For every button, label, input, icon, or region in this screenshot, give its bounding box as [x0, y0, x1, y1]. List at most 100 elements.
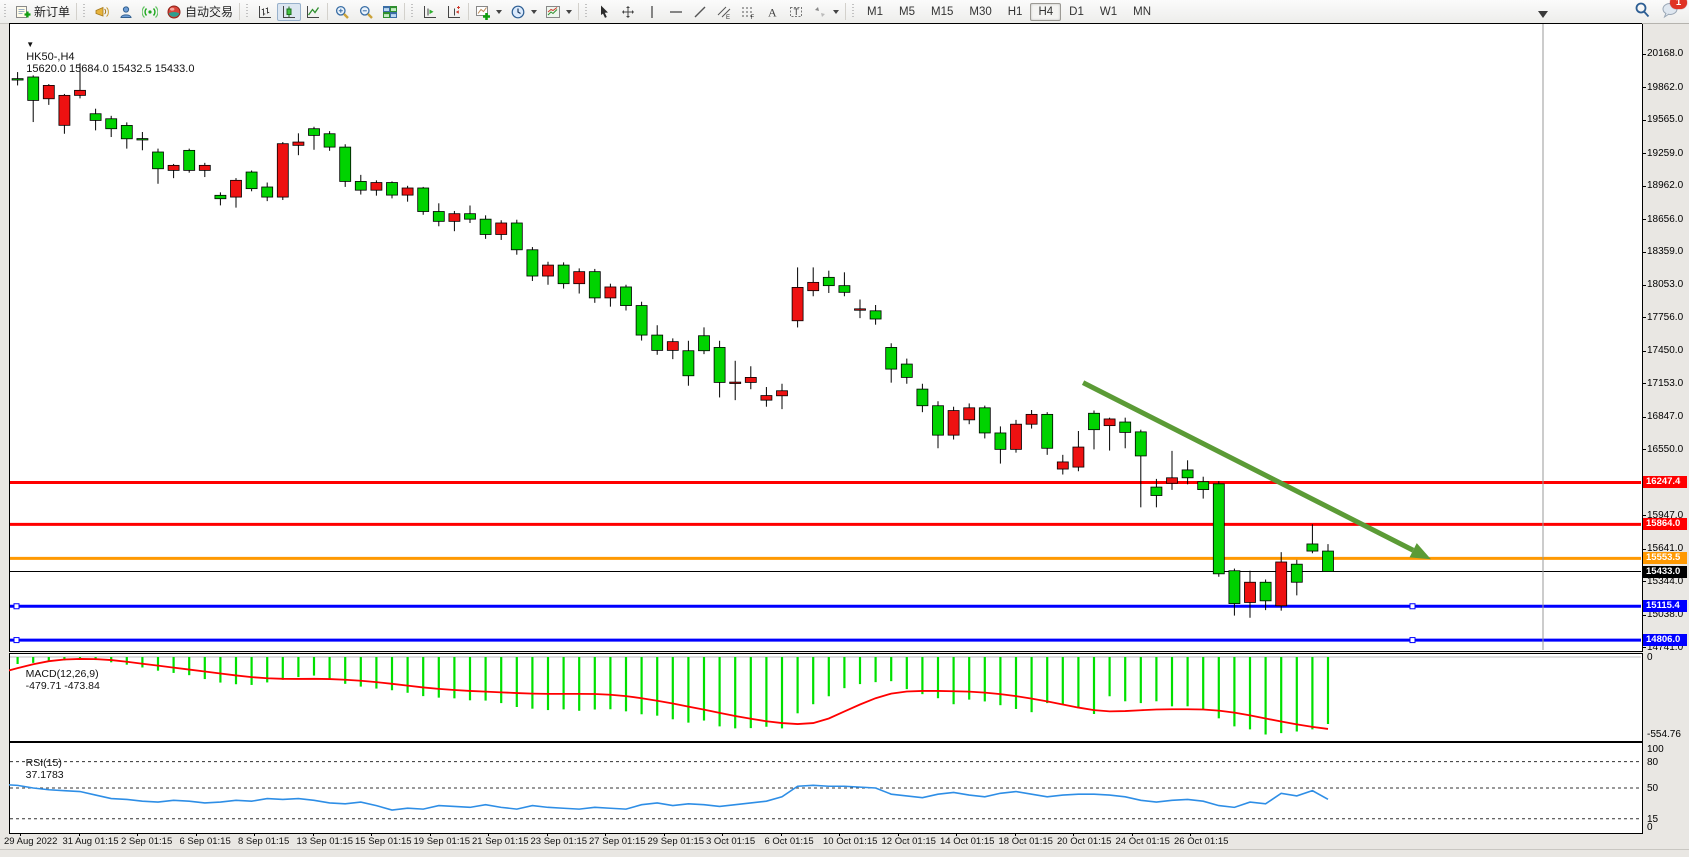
time-label: 24 Oct 01:15: [1115, 836, 1170, 847]
zoom-in-button[interactable]: [330, 3, 354, 21]
time-tick: [371, 833, 372, 836]
time-tick: [20, 833, 21, 836]
axis-price-label: 20168.0: [1647, 48, 1684, 60]
axis-tick: [1642, 119, 1646, 121]
auto-scroll-button[interactable]: [418, 3, 442, 21]
rsi-axis-label: 100: [1647, 744, 1664, 755]
bar-chart-mode-button[interactable]: [253, 3, 277, 21]
chart-shift-marker[interactable]: [1538, 11, 1548, 18]
arrows-tool-button[interactable]: [808, 3, 843, 21]
line-chart-mode-button[interactable]: [301, 3, 325, 21]
timeframe-m1[interactable]: M1: [867, 5, 884, 18]
chart-title: ▼ HK50-,H4 15620.0 15684.0 15432.5 15433…: [14, 27, 194, 87]
candle-body: [947, 410, 960, 436]
candle-body: [27, 76, 40, 101]
line-handle[interactable]: [1409, 637, 1416, 644]
alerts-button[interactable]: [90, 3, 114, 21]
price-line-flag: 15115.4: [1643, 600, 1687, 613]
timeframe-m15[interactable]: M15: [931, 5, 954, 18]
timeframe-d1[interactable]: D1: [1069, 5, 1084, 18]
chart-title-symbol: HK50-,H4: [26, 51, 75, 63]
time-label: 10 Oct 01:15: [823, 836, 878, 847]
tile-windows-button[interactable]: [378, 3, 402, 21]
candle-body: [885, 347, 898, 370]
price-chart[interactable]: [9, 23, 1643, 652]
auto-scroll-icon: [422, 4, 438, 20]
timeframe-m30[interactable]: M30: [969, 5, 992, 18]
chevron-down-icon: [496, 9, 503, 14]
timeframe-w1[interactable]: W1: [1099, 5, 1118, 18]
autotrading-button[interactable]: 自动交易: [162, 3, 237, 21]
search-icon[interactable]: [1633, 1, 1651, 22]
candle-body: [432, 211, 445, 222]
templates-button[interactable]: [541, 3, 576, 21]
megaphone-icon: [94, 4, 110, 20]
trend-arrow-head[interactable]: [1409, 543, 1431, 560]
chart-title-arrow[interactable]: ▼: [26, 40, 35, 49]
candle-body: [245, 171, 258, 190]
timeframe-h4[interactable]: H4: [1030, 2, 1062, 21]
candle-body: [573, 271, 586, 285]
trend-arrow-line[interactable]: [1081, 380, 1415, 553]
axis-price-label: 17153.0: [1647, 377, 1684, 389]
indicators-button[interactable]: [471, 3, 506, 21]
timeframe-m5[interactable]: M5: [899, 5, 915, 18]
rsi-panel[interactable]: [9, 742, 1643, 834]
candle-body: [1259, 581, 1272, 602]
signal-icon: [142, 4, 159, 20]
time-tick: [78, 833, 80, 836]
macd-panel[interactable]: [9, 653, 1643, 742]
new-order-button[interactable]: 新订单: [11, 3, 74, 21]
rsi-axis-label: 0: [1647, 822, 1653, 833]
price-line-flag: 16247.4: [1643, 476, 1687, 489]
notifications-button[interactable]: 1: [1661, 0, 1687, 22]
axis-price-label: 15947.0: [1647, 509, 1684, 521]
line-handle[interactable]: [1409, 603, 1416, 610]
text-tool-button[interactable]: A: [760, 3, 784, 21]
channel-tool-button[interactable]: E: [712, 3, 736, 21]
community-button[interactable]: [114, 3, 138, 21]
frame-line: [1642, 23, 1689, 24]
templates-icon: [545, 4, 561, 20]
trendline-tool-button[interactable]: [688, 3, 712, 21]
rsi-indicator-name: RSI(15): [25, 757, 62, 769]
cursor-tool-button[interactable]: [592, 3, 616, 21]
axis-tick: [1642, 614, 1646, 616]
candle-body: [963, 407, 976, 421]
label-tool-button[interactable]: T: [784, 3, 808, 21]
time-label: 20 Oct 01:15: [1057, 836, 1112, 847]
candle-body: [526, 249, 539, 277]
horizontal-line-tool-button[interactable]: [664, 3, 688, 21]
line-chart-icon: [305, 4, 321, 20]
arrows-icon: [812, 4, 828, 20]
chart-shift-button[interactable]: [442, 3, 466, 21]
candle-body: [760, 395, 773, 401]
line-handle[interactable]: [13, 637, 20, 644]
candle-body: [417, 187, 430, 212]
vertical-line-tool-button[interactable]: [640, 3, 664, 21]
axis-price-label: 18656.0: [1647, 213, 1684, 225]
periods-button[interactable]: [506, 3, 541, 21]
candlestick-mode-button[interactable]: [277, 2, 302, 21]
time-tick: [312, 833, 314, 836]
time-label: 14 Oct 01:15: [940, 836, 995, 847]
macd-signal-line: [9, 658, 1329, 730]
timeframe-mn[interactable]: MN: [1133, 5, 1151, 18]
axis-tick: [1642, 581, 1646, 583]
candle-body: [620, 286, 632, 306]
time-tick: [429, 833, 431, 836]
signals-button[interactable]: [138, 3, 162, 21]
candle-body: [152, 151, 164, 170]
rsi-axis-label: 50: [1647, 783, 1659, 794]
axis-price-label: 18359.0: [1647, 246, 1684, 258]
axis-price-label: 16847.0: [1647, 411, 1684, 423]
zoom-out-button[interactable]: [354, 3, 378, 21]
timeframe-h1[interactable]: H1: [1007, 5, 1023, 18]
svg-text:E: E: [726, 15, 730, 20]
axis-price-label: 19259.0: [1647, 147, 1684, 159]
candle-body: [1244, 581, 1256, 603]
candle-body: [932, 405, 944, 436]
line-handle[interactable]: [13, 603, 20, 610]
fibonacci-tool-button[interactable]: F: [736, 3, 760, 21]
crosshair-tool-button[interactable]: [616, 3, 640, 21]
